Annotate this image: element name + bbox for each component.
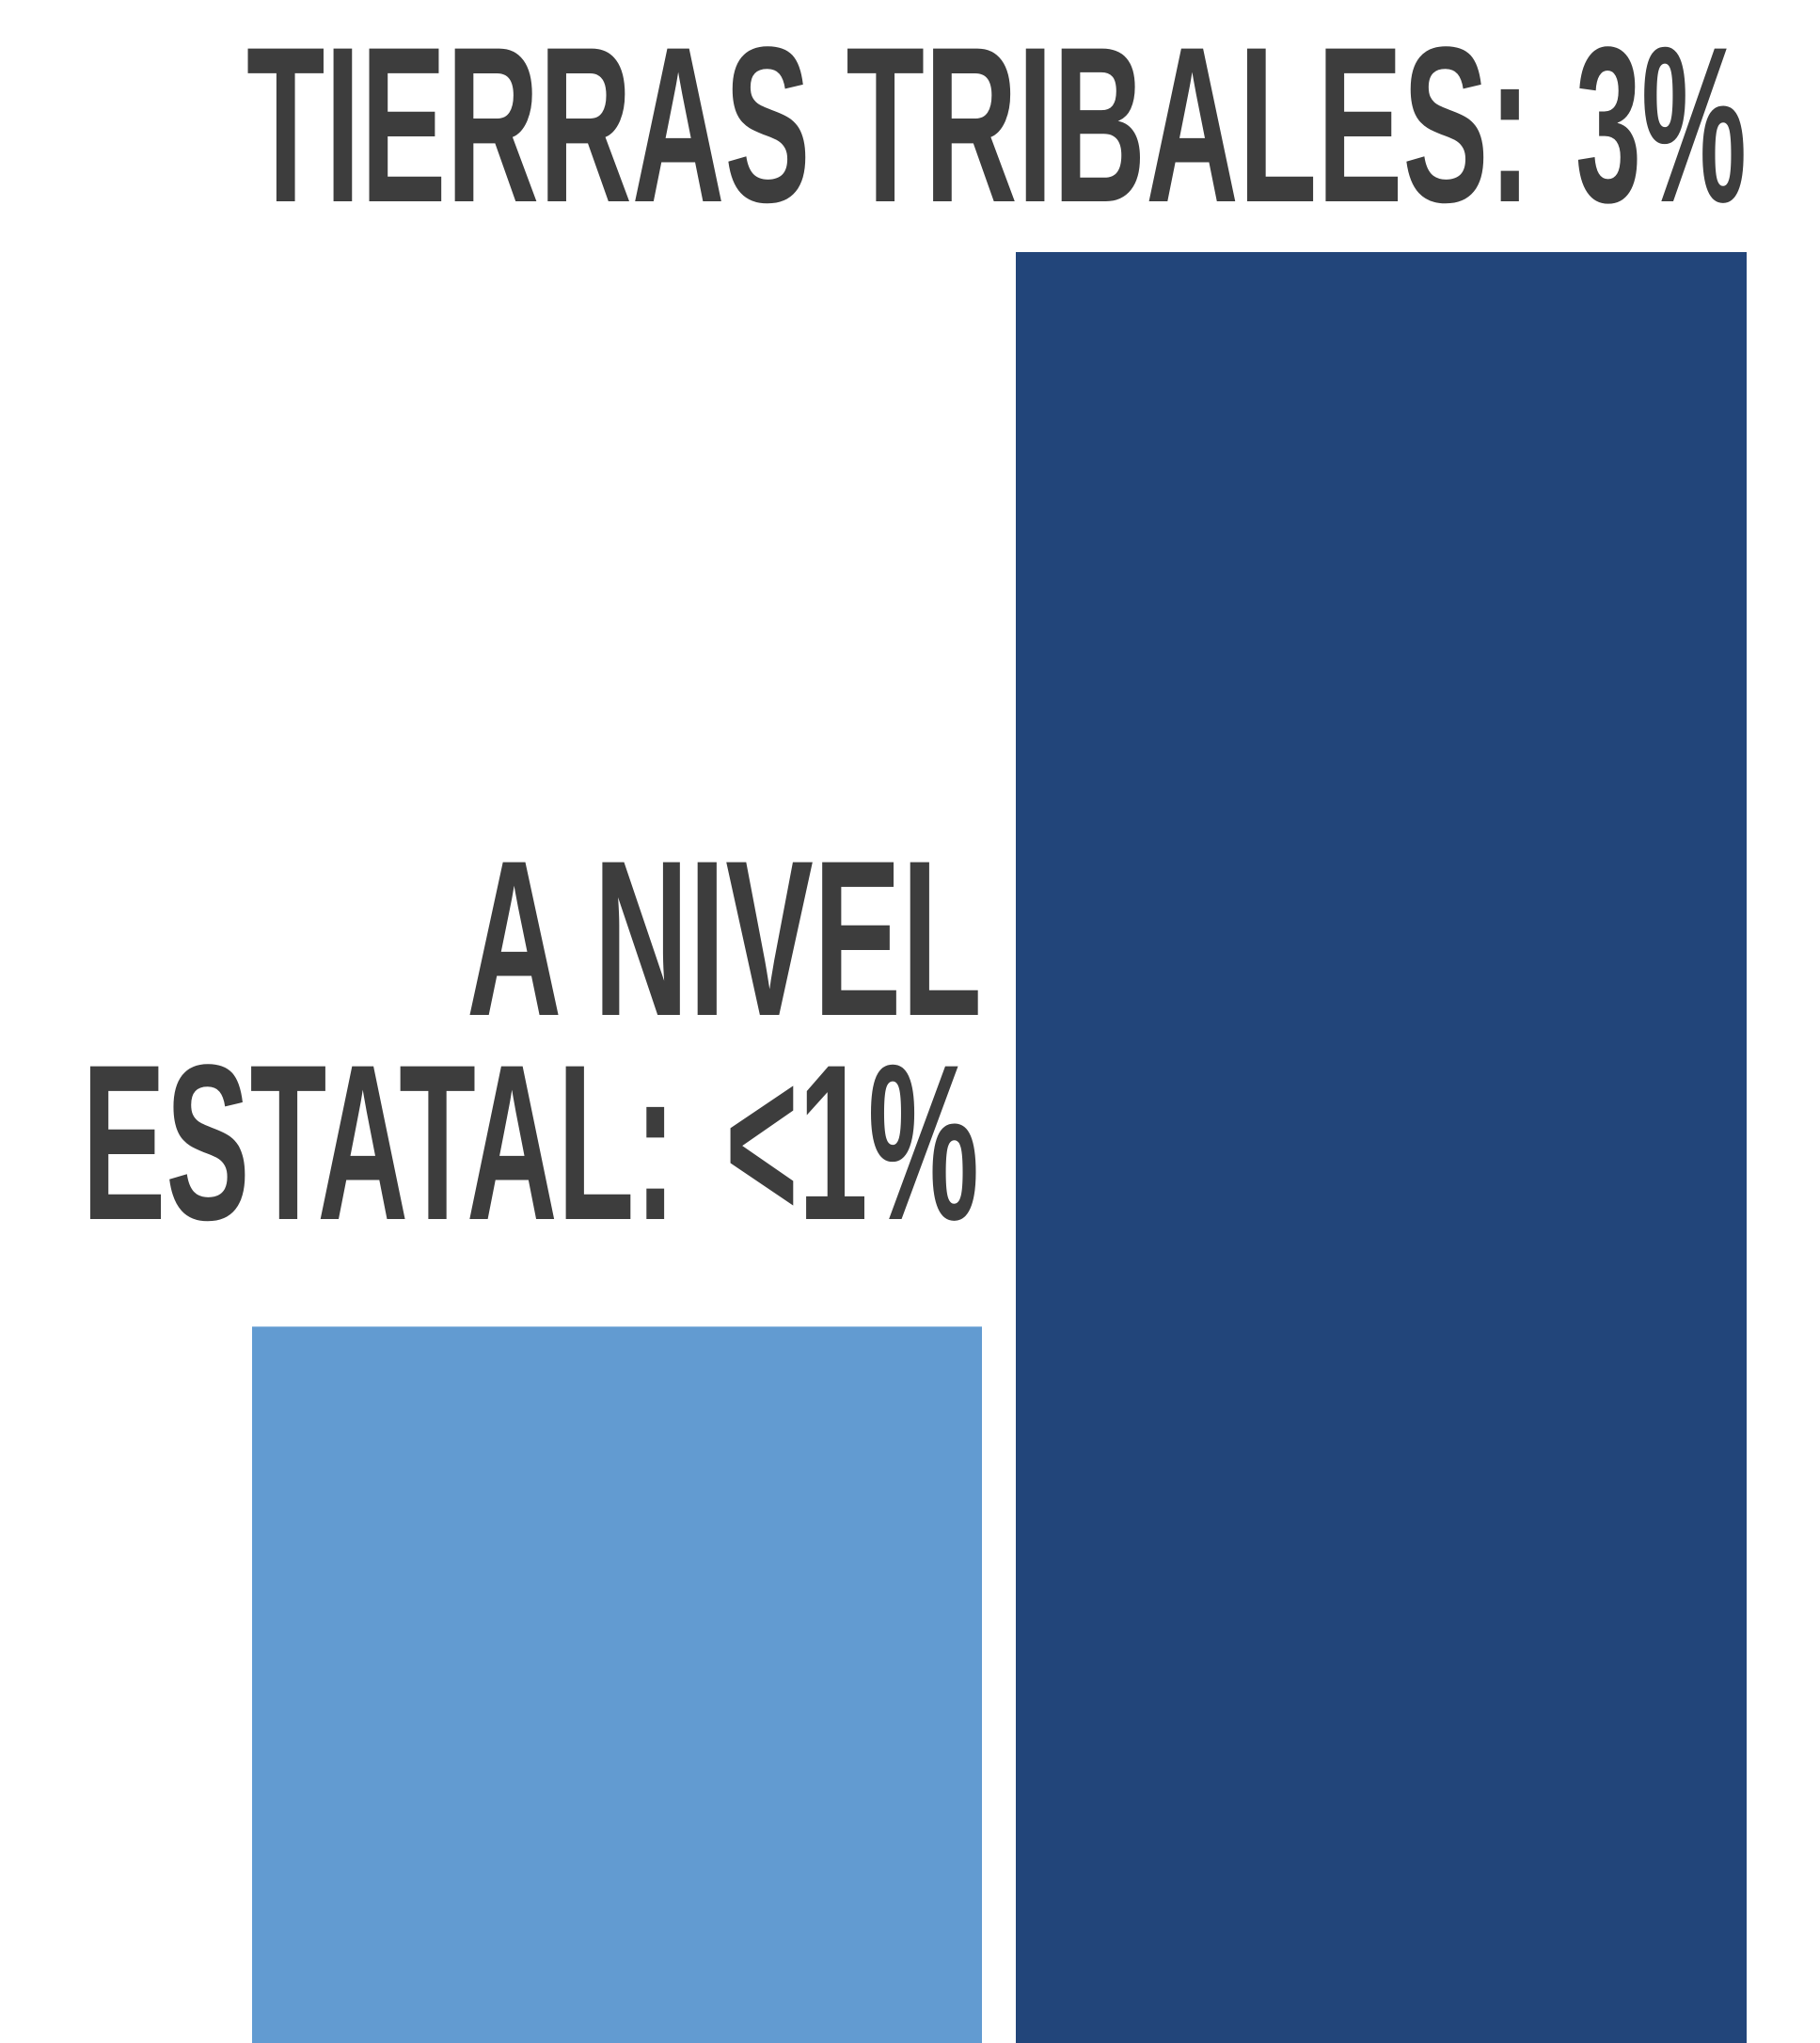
category-label: A NIVEL: [467, 815, 982, 1063]
bar: [252, 1326, 982, 2043]
category-label: TIERRAS TRIBALES:: [246, 1, 1531, 249]
value-label: <1%: [725, 1019, 979, 1267]
category-label: ESTATAL:: [82, 1019, 676, 1267]
value-label: 3%: [1575, 1, 1747, 249]
bar: [1016, 252, 1747, 2043]
